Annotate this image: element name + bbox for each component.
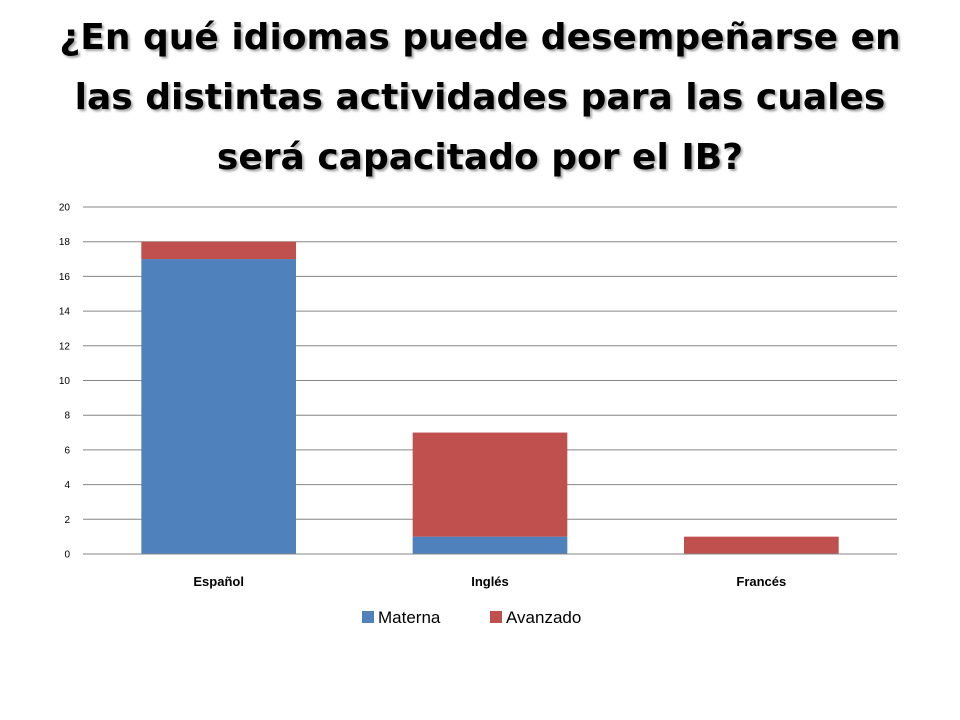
legend-swatch-materna: [362, 611, 374, 623]
y-tick-label: 20: [59, 203, 71, 214]
y-tick-label: 18: [59, 237, 71, 248]
legend: Materna Avanzado: [362, 608, 581, 627]
x-category-label: Español: [193, 574, 244, 589]
y-axis-tick-labels: 0 2 4 6 8 10 12 14 16 18 20: [59, 203, 71, 561]
y-tick-label: 4: [64, 480, 70, 491]
x-category-label: Francés: [736, 574, 786, 589]
bar-avanzado-2: [684, 536, 839, 554]
slide-title: ¿En qué idiomas puede desempeñarse en la…: [59, 17, 901, 178]
bar-avanzado-0: [141, 241, 296, 260]
x-category-label: Inglés: [471, 574, 509, 589]
legend-label-materna: Materna: [378, 608, 441, 627]
y-tick-label: 6: [64, 445, 70, 456]
y-tick-label: 2: [64, 515, 70, 526]
legend-label-avanzado: Avanzado: [506, 608, 581, 627]
legend-swatch-avanzado: [490, 611, 502, 623]
y-tick-label: 14: [59, 307, 71, 318]
y-tick-label: 0: [64, 550, 70, 561]
y-tick-label: 16: [59, 272, 71, 283]
y-tick-label: 8: [64, 411, 70, 422]
bar-avanzado-1: [412, 432, 568, 537]
x-axis-category-labels: Español Inglés Francés: [193, 574, 786, 589]
bar-materna-1: [412, 536, 568, 554]
y-tick-label: 12: [59, 341, 71, 352]
bars: [141, 241, 839, 554]
y-tick-label: 10: [59, 376, 71, 387]
bar-materna-0: [141, 259, 296, 554]
